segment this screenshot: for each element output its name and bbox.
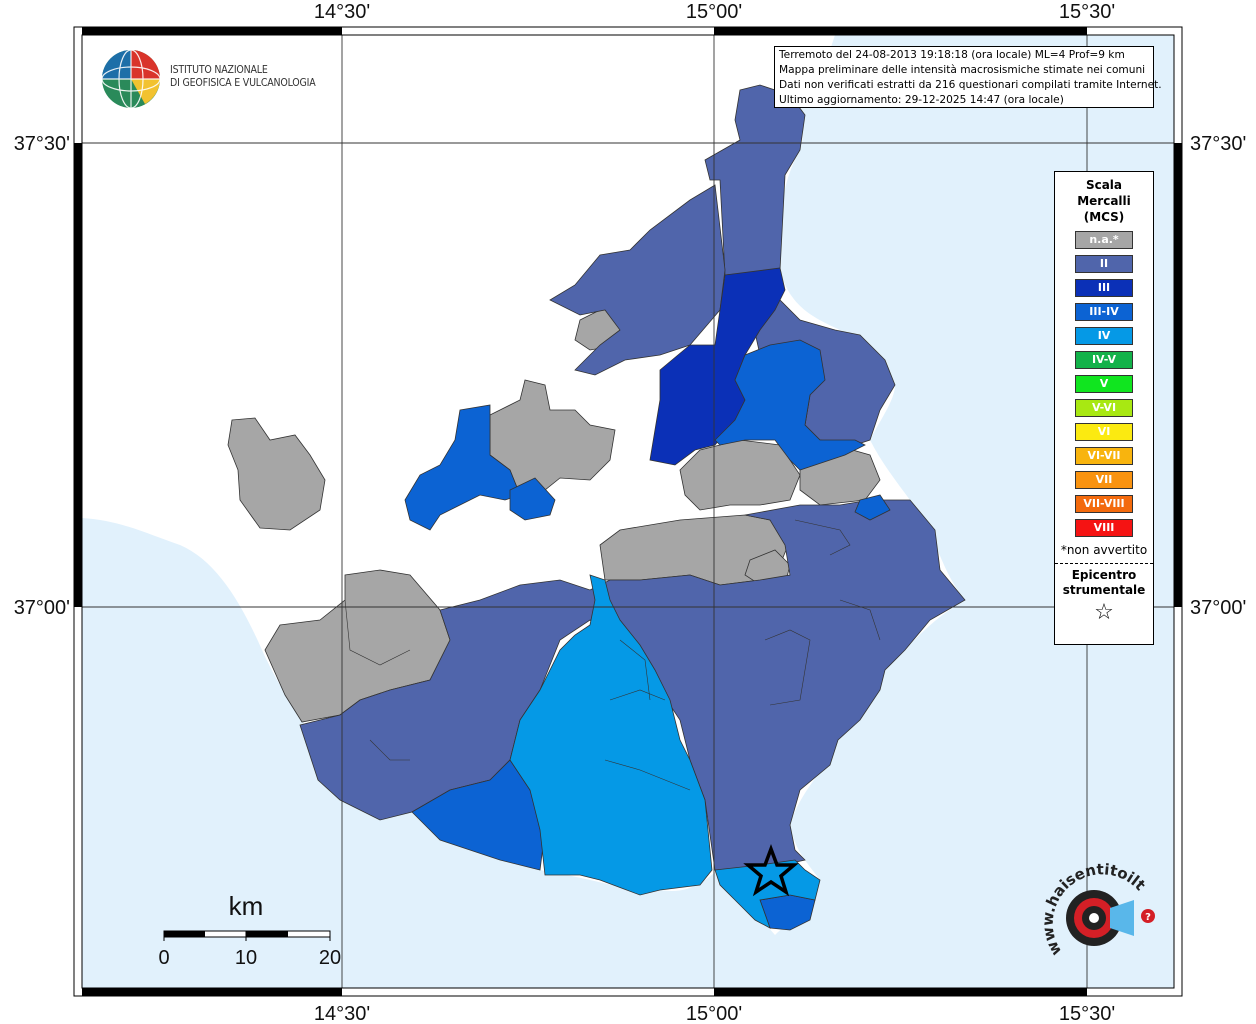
scale-bar: km 0 10 20 — [158, 891, 341, 969]
area-intensity-IV — [509, 574, 821, 929]
legend-swatch: V-VI — [1075, 399, 1133, 417]
lon-label-top-2: 15°00' — [686, 1, 742, 23]
scale-unit: km — [229, 891, 264, 921]
legend-swatch: VIII — [1075, 519, 1133, 537]
legend-title: Scala Mercalli (MCS) — [1055, 177, 1153, 225]
event-info-line3: Dati non verificati estratti da 216 ques… — [779, 79, 1162, 91]
ingv-name-line1: ISTITUTO NAZIONALE — [170, 64, 268, 76]
legend-swatch: VI — [1075, 423, 1133, 441]
legend-swatch: II — [1075, 255, 1133, 273]
intensity-legend: Scala Mercalli (MCS) n.a.* II III III-IV IV I… — [1054, 171, 1154, 645]
star-icon — [743, 844, 799, 897]
ingv-name-line2: DI GEOFISICA E VULCANOLOGIA — [170, 77, 316, 89]
legend-swatch: V — [1075, 375, 1133, 393]
sea-area — [82, 35, 1174, 988]
legend-swatch: III — [1075, 279, 1133, 297]
event-info-line4: Ultimo aggiornamento: 29-12-2025 14:47 (… — [779, 94, 1064, 106]
event-info-box: Terremoto del 24-08-2013 19:18:18 (ora l… — [774, 46, 1162, 108]
scale-tick-20: 20 — [319, 947, 341, 969]
lon-label-bottom-2: 15°00' — [686, 1003, 742, 1024]
scale-tick-0: 0 — [158, 947, 169, 969]
hst-question-icon: ? — [1145, 912, 1151, 923]
legend-swatch: VII-VIII — [1075, 495, 1133, 513]
legend-swatch: n.a.* — [1075, 231, 1133, 249]
legend-swatch: III-IV — [1075, 303, 1133, 321]
map-frame — [73, 26, 1183, 997]
legend-separator — [1055, 563, 1153, 564]
legend-title-line1: Scala — [1085, 178, 1123, 192]
legend-epicenter-line2: strumentale — [1062, 583, 1146, 597]
haisentitoilterremoto-logo: www.haisentitoilterremoto.it ? — [1022, 846, 1170, 975]
legend-star-icon: ☆ — [1094, 600, 1114, 625]
lon-label-top-3: 15°30' — [1059, 1, 1115, 23]
globe-icon — [101, 49, 161, 109]
legend-epicenter-label: Epicentro strumentale — [1055, 568, 1153, 598]
area-na — [227, 304, 881, 723]
legend-swatch: IV-V — [1075, 351, 1133, 369]
event-info-line2: Mappa preliminare delle intensità macros… — [779, 64, 1146, 76]
legend-swatch: VI-VII — [1075, 447, 1133, 465]
lon-label-bottom-1: 14°30' — [314, 1003, 370, 1024]
lat-label-left-2: 37°00' — [14, 597, 70, 619]
legend-note: *non avvertito — [1060, 543, 1148, 557]
lat-label-right-1: 37°30' — [1190, 133, 1246, 155]
lat-label-left-1: 37°30' — [14, 133, 70, 155]
lon-label-top-1: 14°30' — [314, 1, 370, 23]
event-info-line1: Terremoto del 24-08-2013 19:18:18 (ora l… — [779, 49, 1125, 61]
legend-swatch: IV — [1075, 327, 1133, 345]
comune-borders — [344, 519, 881, 791]
legend-title-line2: Mercalli — [1077, 194, 1131, 208]
ingv-logo: ISTITUTO NAZIONALE DI GEOFISICA E VULCAN… — [100, 48, 320, 110]
legend-title-line3: (MCS) — [1083, 210, 1125, 224]
lat-label-right-2: 37°00' — [1190, 597, 1246, 619]
legend-items: n.a.* II III III-IV IV IV-V V V-VI VI VI-VII VII VI… — [1055, 231, 1153, 537]
legend-epicenter-line1: Epicentro — [1071, 568, 1137, 582]
area-intensity-III-IV — [404, 339, 891, 931]
area-intensity-III — [649, 267, 786, 466]
scale-tick-10: 10 — [235, 947, 257, 969]
lon-label-bottom-3: 15°30' — [1059, 1003, 1115, 1024]
legend-swatch: VII — [1075, 471, 1133, 489]
